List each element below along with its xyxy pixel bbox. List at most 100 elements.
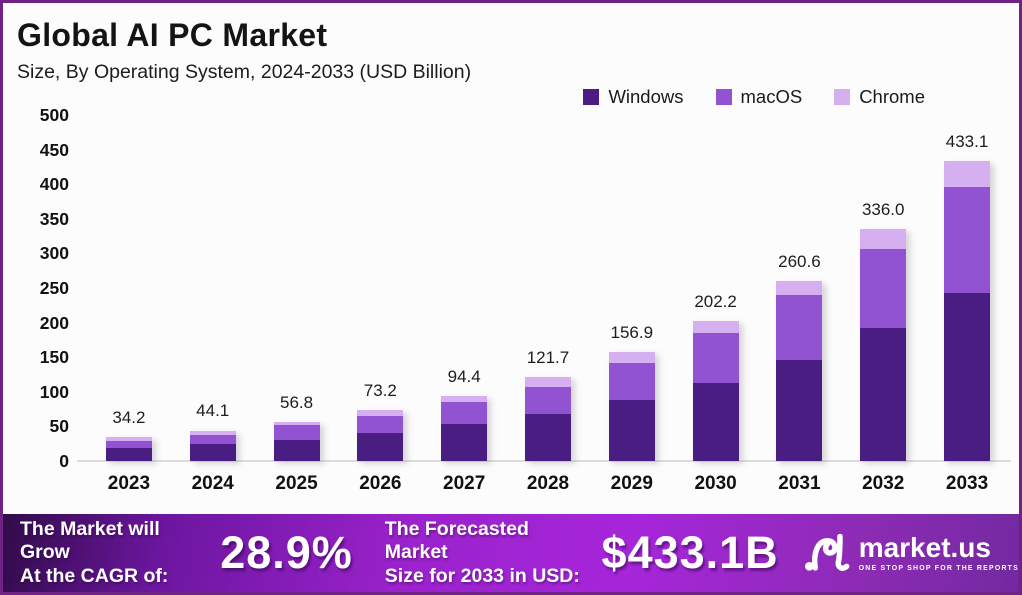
x-axis-label-2029: 2029	[610, 473, 653, 494]
cagr-label: The Market will Grow At the CAGR of:	[20, 518, 202, 588]
bar-value-label-2030: 202.2	[694, 292, 737, 312]
bar-segment-macos-2028	[524, 386, 571, 415]
x-axis-label-2027: 2027	[443, 473, 486, 494]
bar-segment-chrome-2027	[441, 395, 488, 403]
bar-segment-windows-2023	[105, 448, 152, 461]
bar-segment-chrome-2025	[273, 421, 320, 426]
bar-segment-windows-2032	[860, 327, 907, 461]
bar-segment-macos-2027	[441, 402, 488, 424]
bar-segment-macos-2032	[860, 248, 907, 328]
bar-2025	[273, 421, 320, 461]
cagr-label-line2: At the CAGR of:	[20, 564, 169, 587]
bar-column-2032: 336.0	[841, 115, 925, 461]
bar-2030	[692, 321, 739, 461]
market-us-swirl-icon	[804, 533, 850, 571]
forecast-value: $433.1B	[601, 527, 779, 578]
bar-segment-windows-2029	[608, 400, 655, 461]
page-subtitle: Size, By Operating System, 2024-2033 (US…	[17, 61, 472, 83]
bar-2033	[944, 161, 991, 461]
x-axis-baseline	[77, 460, 1011, 462]
bar-segment-macos-2033	[944, 187, 991, 293]
legend-label: macOS	[740, 86, 803, 107]
x-axis-label-2033: 2033	[945, 473, 989, 494]
bar-segment-chrome-2029	[608, 352, 655, 364]
bar-segment-chrome-2023	[105, 437, 152, 442]
footer-banner: The Market will Grow At the CAGR of: 28.…	[3, 514, 1019, 592]
legend-item-chrome: Chrome	[834, 86, 925, 108]
forecast-label: The Forecasted Market Size for 2033 in U…	[385, 518, 590, 588]
bar-segment-windows-2028	[524, 414, 571, 461]
bar-value-label-2029: 156.9	[610, 323, 654, 343]
legend-swatch-chrome	[834, 89, 851, 105]
bar-segment-windows-2024	[189, 443, 236, 461]
x-axis: 2023 2024 2025 2026 2027 2028 2029 2030 2031 2032…	[87, 473, 1009, 495]
bar-segment-macos-2030	[692, 333, 739, 383]
x-axis-label-2030: 2030	[694, 473, 737, 494]
brand-text: market.us ONE STOP SHOP FOR THE REPORTS	[858, 532, 1019, 573]
bar-segment-macos-2025	[273, 425, 320, 441]
bar-segment-macos-2023	[105, 441, 152, 449]
bar-column-2024: 44.1	[171, 115, 255, 461]
bar-segment-chrome-2030	[692, 321, 739, 334]
bar-segment-macos-2029	[608, 363, 655, 401]
bar-value-label-2027: 94.4	[447, 366, 481, 386]
bar-segment-windows-2033	[944, 292, 991, 461]
bar-2029	[608, 352, 655, 461]
x-axis-label-2032: 2032	[862, 473, 905, 494]
bar-value-label-2032: 336.0	[861, 199, 905, 219]
bar-segment-windows-2030	[692, 382, 739, 461]
bar-value-label-2031: 260.6	[778, 251, 821, 271]
bar-2026	[357, 410, 404, 461]
bar-segment-macos-2031	[776, 295, 823, 360]
bar-segment-chrome-2024	[189, 430, 236, 435]
bar-value-label-2025: 56.8	[279, 392, 314, 412]
bar-column-2029: 156.9	[590, 115, 674, 461]
y-axis-label: 250	[39, 278, 69, 298]
bar-2031	[776, 280, 823, 461]
bar-value-label-2033: 433.1	[945, 132, 989, 152]
bar-segment-chrome-2028	[524, 376, 571, 387]
page-title: Global AI PC Market	[17, 17, 328, 53]
x-axis-label-2026: 2026	[359, 473, 402, 494]
brand-tagline: ONE STOP SHOP FOR THE REPORTS	[858, 565, 1019, 572]
bar-segment-windows-2025	[273, 440, 320, 461]
y-axis-label: 200	[39, 312, 69, 333]
bar-segment-chrome-2033	[944, 161, 991, 188]
bars-row: 34.2 44.1 56.8 73.2 94.4 121.7 156.9 202.2 260.6…	[87, 115, 1009, 461]
bar-column-2023: 34.2	[87, 115, 171, 461]
bar-segment-chrome-2032	[860, 228, 907, 249]
y-axis-label: 100	[39, 381, 69, 402]
y-axis-label: 350	[39, 208, 69, 229]
legend-swatch-macos	[715, 89, 732, 105]
forecast-label-line1: The Forecasted Market	[384, 517, 529, 564]
x-axis-label-2023: 2023	[107, 473, 151, 494]
legend: Windows macOS Chrome	[583, 86, 925, 108]
cagr-value: 28.9%	[220, 527, 353, 578]
bar-value-label-2024: 44.1	[196, 401, 230, 421]
bar-segment-windows-2027	[441, 423, 488, 461]
legend-label: Windows	[608, 86, 684, 107]
bar-2023	[105, 437, 152, 461]
bar-segment-windows-2031	[776, 359, 823, 461]
stacked-bar-chart: 0 50 100 150 200 250 300 350 400 450 500 34.2 44.1 5…	[3, 105, 1019, 471]
bar-value-label-2026: 73.2	[363, 381, 397, 401]
legend-item-macos: macOS	[715, 86, 803, 108]
bar-value-label-2028: 121.7	[526, 347, 570, 367]
y-axis-label: 150	[39, 347, 69, 368]
bar-2027	[441, 395, 488, 461]
brand-name: market.us	[858, 532, 991, 563]
bar-value-label-2023: 34.2	[112, 408, 146, 428]
y-axis-label: 450	[39, 139, 69, 160]
x-axis-label-2031: 2031	[778, 473, 821, 494]
bar-segment-macos-2024	[189, 434, 236, 444]
bar-segment-macos-2026	[357, 416, 404, 433]
bar-column-2027: 94.4	[422, 115, 506, 461]
brand-logo: market.us ONE STOP SHOP FOR THE REPORTS	[803, 531, 1019, 575]
y-axis-label: 400	[39, 174, 69, 195]
x-axis-label-2024: 2024	[191, 473, 234, 494]
legend-swatch-windows	[583, 89, 600, 105]
bar-column-2033: 433.1	[925, 115, 1009, 461]
cagr-label-line1: The Market will Grow	[20, 517, 160, 564]
y-axis-label: 50	[49, 416, 69, 437]
